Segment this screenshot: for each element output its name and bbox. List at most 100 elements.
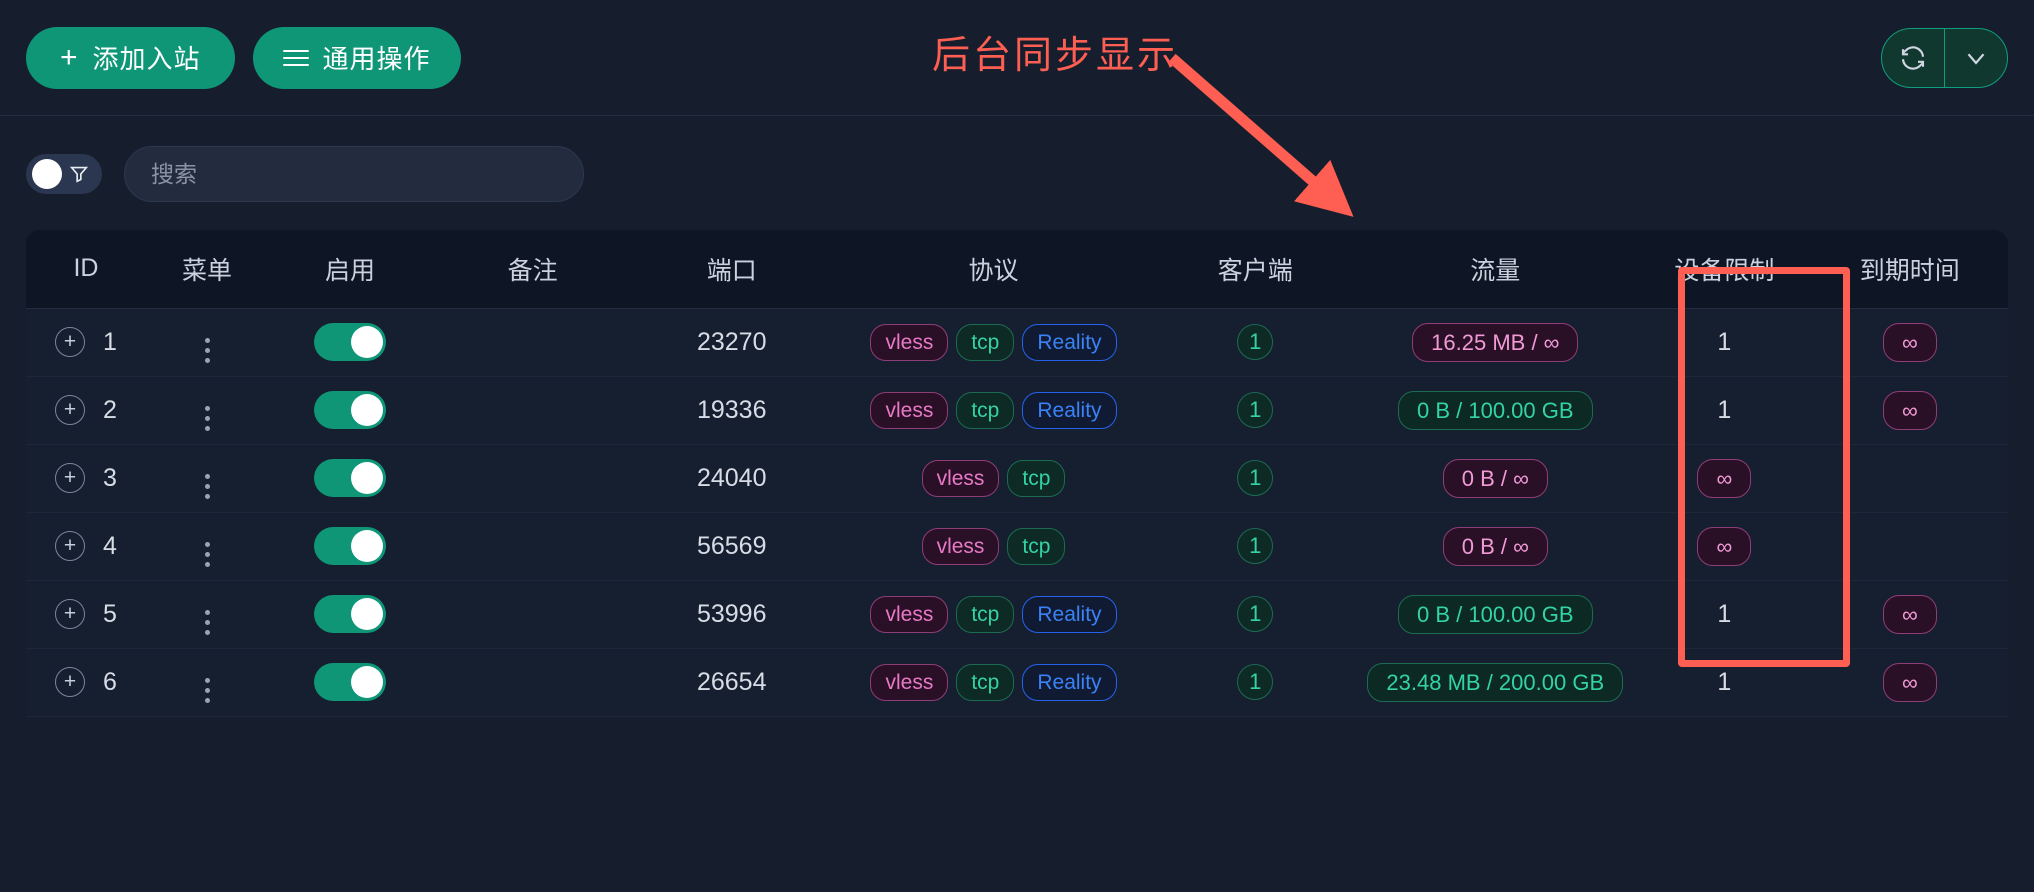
enable-toggle[interactable] [313,663,386,701]
cell-enable[interactable] [268,444,432,513]
more-vertical-icon[interactable] [204,678,210,703]
more-vertical-icon[interactable] [204,610,210,635]
filter-toggle[interactable] [26,154,102,194]
device-limit-badge: ∞ [1697,526,1752,566]
column-header-device-limit[interactable]: 设备限制 [1637,230,1812,309]
client-count-badge: 1 [1237,596,1274,632]
cell-traffic: 0 B / 100.00 GB [1353,580,1638,649]
cell-enable[interactable] [268,580,432,649]
cell-protocol: vless tcp [829,512,1158,581]
cell-id: +6 [26,648,146,717]
cell-menu[interactable] [145,580,269,649]
table-row[interactable]: +6 26654 vless tcp Reality 1 23.48 MB / 200.00… [26,648,2008,717]
refresh-button[interactable] [1882,29,1944,87]
table-row[interactable]: +3 24040 vless tcp 1 0 B / ∞ ∞ [26,444,2008,513]
table-header-row: ID 菜单 启用 备注 端口 协议 客户端 流量 设备限制 到期时间 [26,230,2008,309]
plus-circle-icon[interactable]: + [55,599,86,629]
cell-port: 23270 [633,308,830,377]
general-actions-button[interactable]: 通用操作 [252,26,461,89]
column-header-traffic[interactable]: 流量 [1353,230,1638,309]
protocol-tag: tcp [956,323,1015,361]
row-id: 6 [103,667,117,696]
table-row[interactable]: +2 19336 vless tcp Reality 1 0 B / 100.00 GB 1 ∞ [26,376,2008,445]
cell-enable[interactable] [268,648,432,717]
cell-menu[interactable] [145,308,269,377]
table-row[interactable]: +1 23270 vless tcp Reality 1 16.25 MB / ∞ 1 ∞ [26,308,2008,377]
plus-circle-icon[interactable]: + [55,463,86,493]
cell-device-limit: 1 [1637,308,1812,377]
refresh-options-button[interactable] [1945,29,2007,87]
cell-menu[interactable] [145,648,269,717]
cell-port: 24040 [633,444,830,513]
cell-protocol: vless tcp Reality [829,308,1158,377]
cell-remark [431,648,634,717]
cell-menu[interactable] [145,512,269,581]
cell-enable[interactable] [268,308,432,377]
cell-client: 1 [1157,376,1354,445]
add-inbound-label: 添加入站 [92,44,201,74]
table-row[interactable]: +4 56569 vless tcp 1 0 B / ∞ ∞ [26,512,2008,581]
enable-toggle[interactable] [313,527,386,565]
top-toolbar: + 添加入站 通用操作 [0,0,2034,116]
plus-circle-icon[interactable]: + [55,531,86,561]
cell-traffic: 0 B / ∞ [1353,512,1638,581]
column-header-client[interactable]: 客户端 [1157,230,1354,309]
annotation-label: 后台同步显示 [932,35,1179,77]
cell-expiry [1811,444,2008,513]
cell-device-limit: 1 [1637,648,1812,717]
cell-menu[interactable] [145,444,269,513]
plus-circle-icon[interactable]: + [55,327,86,357]
protocol-tag: tcp [956,595,1015,633]
protocol-tag: vless [870,595,949,633]
plus-circle-icon[interactable]: + [55,667,86,697]
cell-remark [431,376,634,445]
column-header-port[interactable]: 端口 [633,230,830,309]
column-header-menu[interactable]: 菜单 [145,230,269,309]
protocol-tag: vless [870,391,949,429]
row-id: 5 [103,599,117,628]
traffic-badge: 0 B / ∞ [1442,526,1548,566]
row-id: 2 [103,395,117,424]
cell-client: 1 [1157,580,1354,649]
cell-remark [431,580,634,649]
traffic-badge: 0 B / 100.00 GB [1398,594,1593,634]
column-header-remark[interactable]: 备注 [431,230,634,309]
search-wrapper [124,146,584,202]
plus-circle-icon[interactable]: + [55,395,86,425]
hamburger-icon [282,49,309,66]
plus-icon: + [60,40,79,74]
enable-toggle[interactable] [313,323,386,361]
enable-toggle[interactable] [313,459,386,497]
enable-toggle[interactable] [313,391,386,429]
cell-enable[interactable] [268,376,432,445]
column-header-id[interactable]: ID [26,230,146,309]
cell-protocol: vless tcp [829,444,1158,513]
cell-client: 1 [1157,648,1354,717]
column-header-expiry[interactable]: 到期时间 [1811,230,2008,309]
enable-toggle[interactable] [313,595,386,633]
cell-id: +5 [26,580,146,649]
cell-expiry: ∞ [1811,376,2008,445]
cell-enable[interactable] [268,512,432,581]
cell-id: +4 [26,512,146,581]
column-header-protocol[interactable]: 协议 [829,230,1158,309]
protocol-tag: vless [870,323,949,361]
cell-traffic: 16.25 MB / ∞ [1353,308,1638,377]
column-header-enable[interactable]: 启用 [268,230,432,309]
add-inbound-button[interactable]: + 添加入站 [26,26,235,89]
cell-traffic: 0 B / 100.00 GB [1353,376,1638,445]
more-vertical-icon[interactable] [204,474,210,499]
device-limit-badge: ∞ [1697,458,1752,498]
traffic-badge: 0 B / ∞ [1442,458,1548,498]
search-input[interactable] [124,146,584,202]
protocol-tag: tcp [956,663,1015,701]
cell-device-limit: ∞ [1637,444,1812,513]
row-id: 4 [103,531,117,560]
more-vertical-icon[interactable] [204,406,210,431]
cell-menu[interactable] [145,376,269,445]
table-row[interactable]: +5 53996 vless tcp Reality 1 0 B / 100.00 GB 1 ∞ [26,580,2008,649]
more-vertical-icon[interactable] [204,542,210,567]
protocol-tag: vless [921,527,1000,565]
more-vertical-icon[interactable] [204,338,210,363]
cell-traffic: 23.48 MB / 200.00 GB [1353,648,1638,717]
